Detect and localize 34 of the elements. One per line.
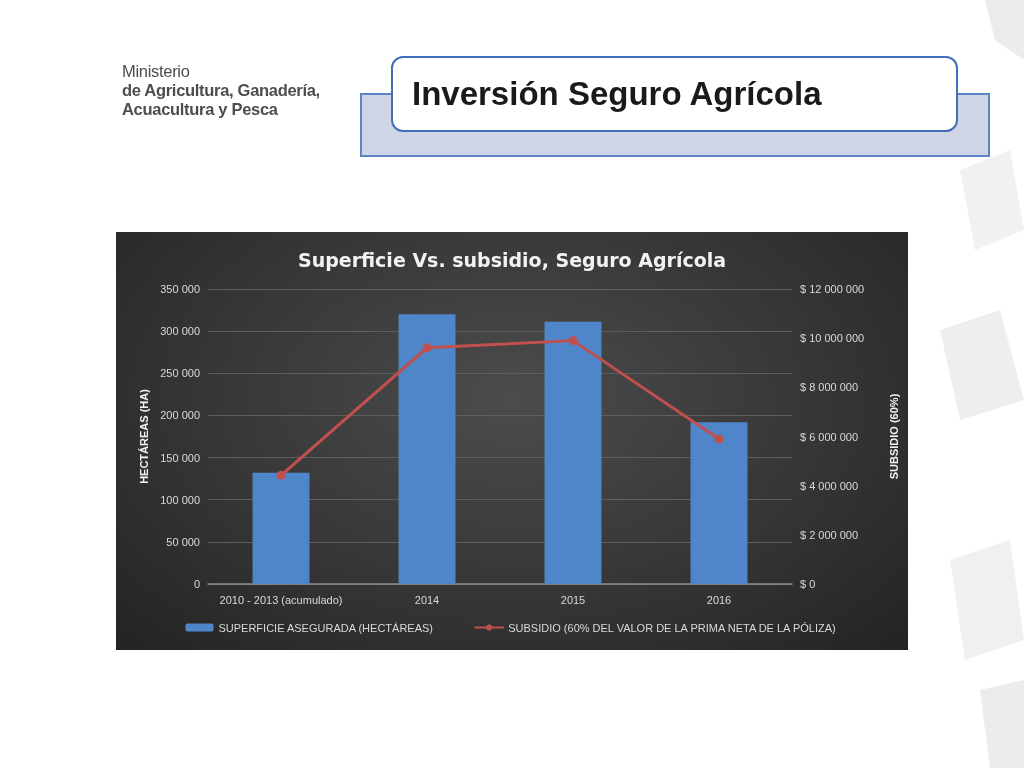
bar	[398, 314, 456, 584]
bar	[544, 321, 602, 584]
x-tick-label: 2015	[560, 593, 586, 606]
y-tick-label: 0	[193, 578, 200, 590]
x-tick-label: 2014	[414, 593, 440, 606]
y-tick-label: 350 000	[160, 283, 200, 295]
y-tick-label: 200 000	[160, 409, 200, 422]
bar	[690, 422, 748, 584]
y2-tick-label: $ 2 000 000	[800, 528, 859, 541]
y2-tick-label: $ 4 000 000	[800, 479, 859, 492]
point	[714, 434, 724, 444]
bar	[252, 472, 310, 584]
y-tick-label: 100 000	[160, 493, 200, 506]
y2-tick-label: $ 10 000 000	[800, 332, 865, 345]
x-tick-label: 2016	[706, 593, 732, 606]
legend-label: SUBSIDIO (60% DEL VALOR DE LA PRIMA NETA DE LA PÓLIZA)	[508, 621, 836, 634]
y-tick-label: 50 000	[166, 535, 200, 548]
x-tick-label: 2010 - 2013 (acumulado)	[219, 593, 343, 606]
chart-title: Inversión Seguro Agrícola	[412, 74, 822, 114]
y-tick-label: 300 000	[160, 325, 200, 338]
y-tick-label: 250 000	[160, 367, 200, 380]
y2-tick-label: $ 6 000 000	[800, 430, 859, 443]
y2-tick-label: $ 8 000 000	[800, 381, 859, 394]
point	[422, 343, 432, 353]
chart-subtitle: Superficie Vs. subsidio, Seguro Agrícola	[297, 248, 727, 271]
y-tick-label: 150 000	[160, 451, 200, 464]
y2-axis-title: SUBSIDIO (60%)	[887, 393, 900, 480]
y2-tick-label: $ 12 000 000	[800, 283, 865, 295]
text: Ministerio de Agricultura, Ganadería, Acuacultura y Pesca	[122, 62, 321, 118]
point	[276, 470, 286, 480]
legend-label: SUPERFICIE ASEGURADA (HECTÁREAS)	[218, 621, 434, 634]
point	[568, 336, 578, 346]
y-axis-title: HECTÁREAS (HA)	[137, 388, 150, 484]
y2-tick-label: $ 0	[800, 578, 816, 590]
